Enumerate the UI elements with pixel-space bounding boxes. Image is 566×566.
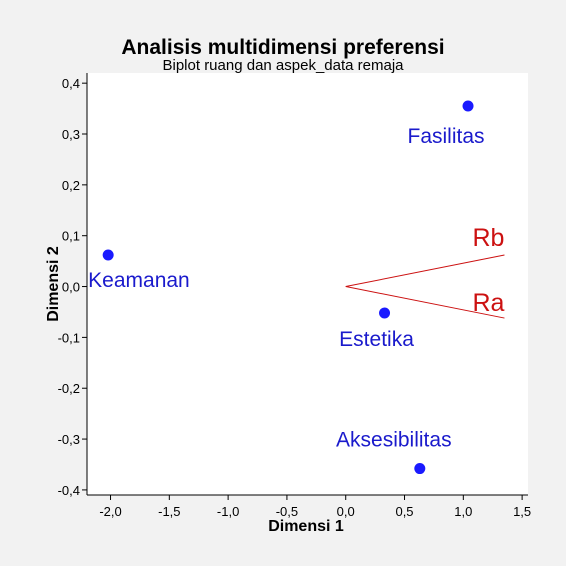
y-tick-label: -0,4: [58, 483, 80, 498]
chart-subtitle: Biplot ruang dan aspek_data remaja: [163, 57, 405, 74]
y-tick-label: -0,3: [58, 432, 80, 447]
data-point: [379, 307, 391, 319]
x-tick-label: -1,0: [217, 504, 239, 519]
y-tick-label: -0,1: [58, 330, 80, 345]
x-tick-label: 0,5: [395, 504, 413, 519]
y-tick-label: 0,0: [62, 280, 80, 295]
point-layer: Fasilitas Keamanan Estetika Aksesibilitas: [88, 100, 485, 475]
point-label: Aksesibilitas: [336, 429, 452, 452]
plot-area: [87, 73, 528, 495]
data-point: [462, 100, 474, 112]
x-tick-label: -2,0: [99, 504, 121, 519]
x-tick-label: 0,0: [337, 504, 355, 519]
x-tick-label: 1,0: [454, 504, 472, 519]
y-tick-label: -0,2: [58, 381, 80, 396]
data-point: [414, 463, 426, 475]
x-tick-label: -1,5: [158, 504, 180, 519]
y-tick-label: 0,4: [62, 76, 80, 91]
point-label: Fasilitas: [408, 125, 485, 148]
x-tick-label: 1,5: [513, 504, 531, 519]
vector-line: [345, 286, 505, 319]
y-tick-label: 0,3: [62, 127, 80, 142]
data-point: [102, 249, 114, 261]
vector-layer: Rb Ra: [345, 224, 505, 319]
y-axis-label: Dimensi 2: [45, 246, 62, 322]
point-label: Keamanan: [88, 269, 190, 292]
y-tick-label: 0,2: [62, 178, 80, 193]
chart-title: Analisis multidimensi preferensi: [121, 36, 444, 59]
vector-label: Ra: [473, 289, 505, 317]
vector-line: [345, 254, 505, 288]
y-tick-label: 0,1: [62, 229, 80, 244]
axis-ticks: -2,0 -1,5 -1,0 -0,5 0,0 0,5 1,0 1,5 -0,4 -0,3 -0,2…: [58, 76, 532, 519]
point-label: Estetika: [339, 328, 414, 351]
vector-label: Rb: [473, 224, 505, 252]
x-tick-label: -0,5: [276, 504, 298, 519]
x-axis-label: Dimensi 1: [268, 518, 344, 535]
